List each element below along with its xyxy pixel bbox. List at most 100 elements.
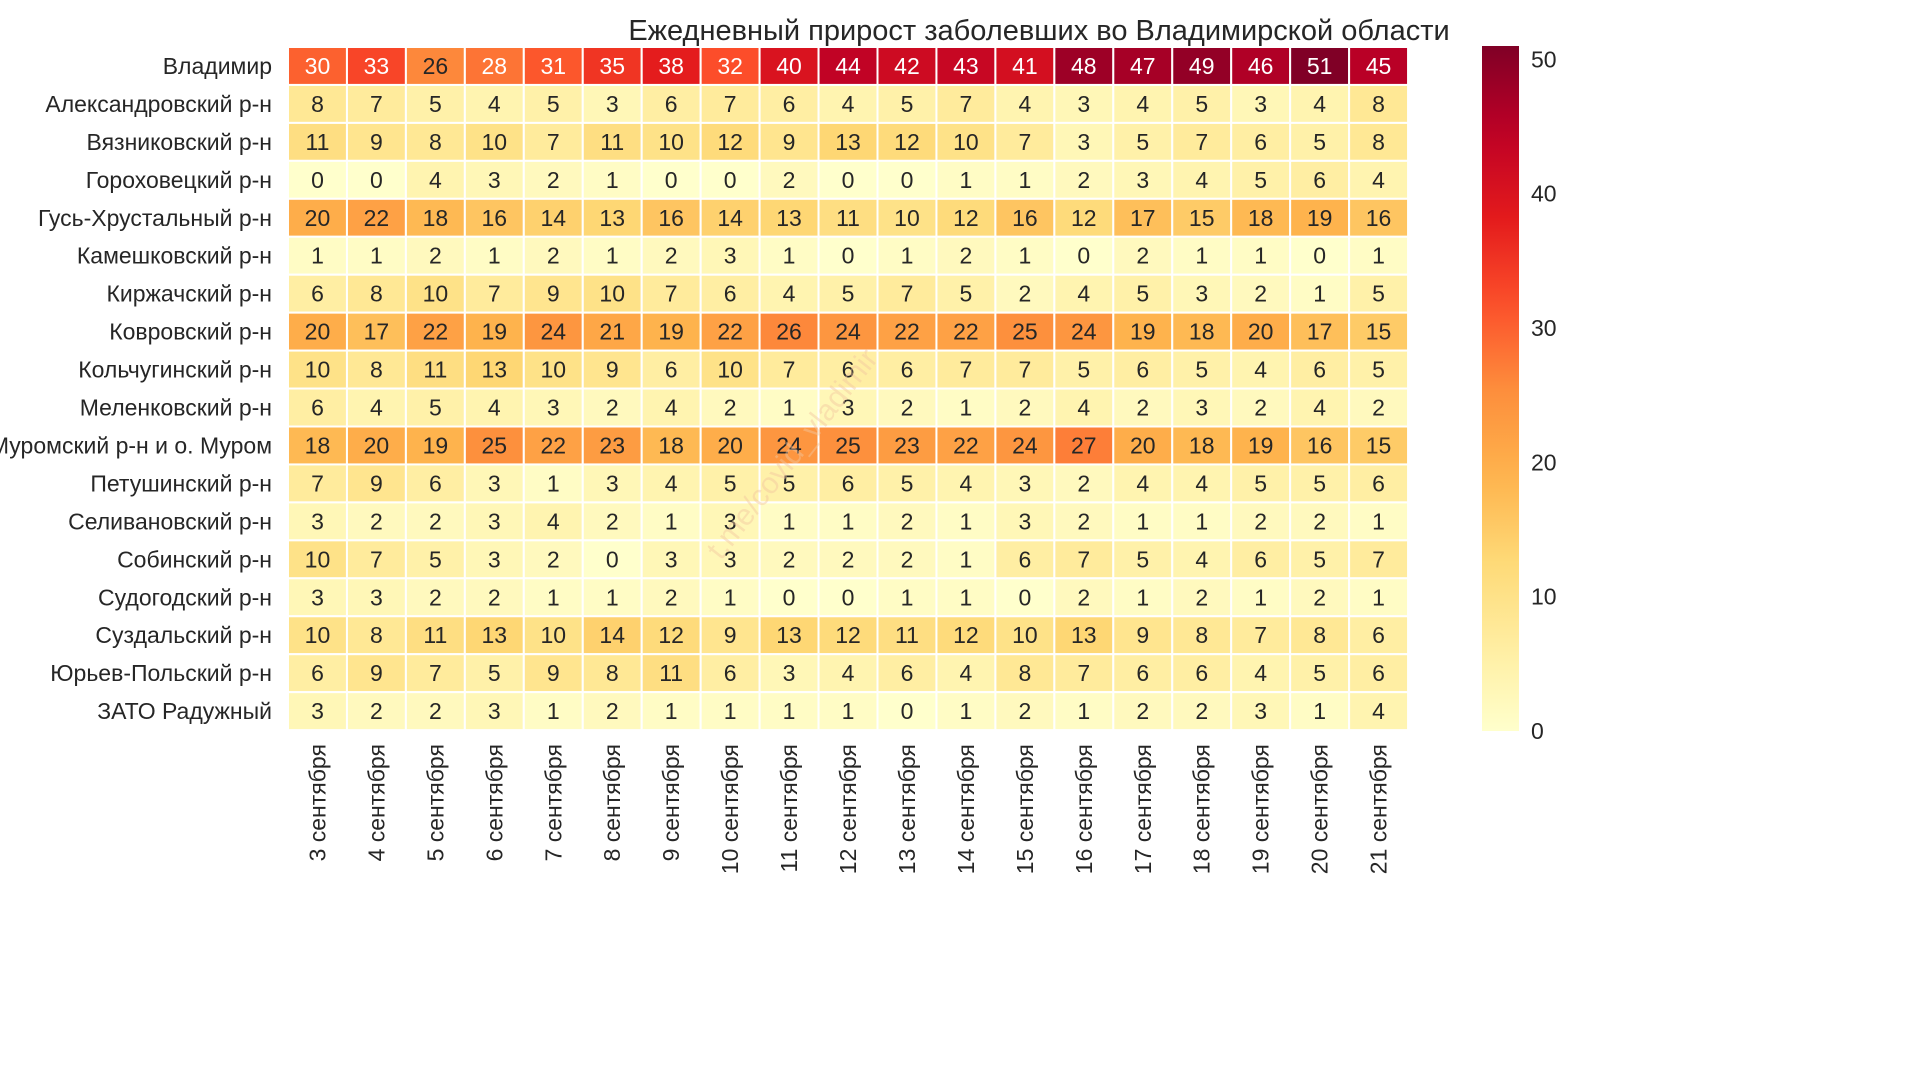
heatmap-cell	[522, 121, 584, 162]
cell-value: 6	[1136, 357, 1149, 383]
cell-value: 1	[783, 395, 796, 421]
cell-value: 3	[488, 698, 501, 724]
cell-value: 26	[423, 53, 449, 79]
cell-value: 6	[842, 470, 855, 496]
cell-value: 6	[901, 660, 914, 686]
heatmap-cell	[404, 463, 466, 504]
cell-value: 1	[1372, 243, 1385, 269]
cell-value: 5	[1195, 91, 1208, 117]
heatmap-cell	[1348, 615, 1410, 656]
cell-value: 5	[429, 91, 442, 117]
cell-value: 0	[370, 167, 383, 193]
column-label: 11 сентября	[776, 744, 802, 872]
cell-value: 2	[547, 546, 560, 572]
cell-value: 1	[842, 508, 855, 534]
heatmap-cell	[640, 273, 702, 314]
row-labels: Владимир Александровский р-н Вязниковский …	[0, 53, 272, 724]
cell-value: 3	[724, 546, 737, 572]
heatmap-cell	[935, 83, 997, 124]
cell-value: 5	[1136, 281, 1149, 307]
heatmap-cell	[699, 539, 761, 580]
cell-value: 1	[1254, 584, 1267, 610]
heatmap-cell	[345, 121, 407, 162]
cell-value: 5	[1313, 470, 1326, 496]
cell-value: 44	[835, 53, 861, 79]
heatmap-cell	[287, 577, 348, 618]
cell-value: 15	[1366, 432, 1392, 458]
cell-value: 2	[1195, 584, 1208, 610]
heatmap-cell	[1230, 691, 1292, 732]
heatmap-cell	[1289, 387, 1351, 428]
cell-value: 2	[1372, 395, 1385, 421]
cell-value: 24	[776, 432, 802, 458]
cell-value: 6	[1372, 470, 1385, 496]
cell-value: 2	[1136, 243, 1149, 269]
cell-value: 4	[1313, 395, 1326, 421]
heatmap-cell	[287, 691, 348, 732]
heatmap-cell	[640, 121, 702, 162]
heatmap-cell	[522, 501, 584, 542]
heatmap-cell	[935, 349, 997, 390]
cell-value: 13	[482, 622, 508, 648]
cell-value: 4	[1136, 470, 1149, 496]
cell-value: 7	[429, 660, 442, 686]
cell-value: 22	[540, 432, 566, 458]
heatmap-cell	[1112, 349, 1174, 390]
cell-value: 11	[895, 622, 919, 648]
cell-value: 3	[1077, 91, 1090, 117]
row-label: Меленковский р-н	[80, 395, 272, 421]
cell-value: 21	[599, 319, 625, 345]
cell-value: 4	[842, 660, 855, 686]
cell-value: 18	[305, 432, 331, 458]
cell-value: 1	[1195, 508, 1208, 534]
cell-value: 10	[305, 357, 331, 383]
cell-value: 22	[717, 319, 743, 345]
cell-value: 12	[835, 622, 861, 648]
cell-value: 3	[606, 91, 619, 117]
cell-value: 23	[894, 432, 920, 458]
heatmap-cell	[994, 349, 1056, 390]
cell-value: 1	[1018, 243, 1031, 269]
cell-value: 48	[1071, 53, 1097, 79]
heatmap-cell	[1230, 46, 1292, 86]
heatmap-cell	[1171, 691, 1233, 732]
heatmap-cell	[699, 691, 761, 732]
cell-value: 2	[1018, 395, 1031, 421]
cell-value: 23	[599, 432, 625, 458]
column-label: 9 сентября	[658, 744, 684, 861]
row-label: Киржачский р-н	[107, 281, 273, 307]
cell-value: 2	[606, 508, 619, 534]
cell-value: 4	[488, 395, 501, 421]
cell-value: 19	[1307, 205, 1333, 231]
cell-value: 2	[1195, 698, 1208, 724]
cell-value: 8	[606, 660, 619, 686]
heatmap-cell	[876, 235, 938, 276]
heatmap-cell	[345, 653, 407, 694]
cell-value: 5	[842, 281, 855, 307]
heatmap-cell	[935, 387, 997, 428]
cell-value: 33	[364, 53, 390, 79]
cell-value: 13	[776, 205, 802, 231]
heatmap-cell	[1348, 501, 1410, 542]
cell-value: 1	[960, 167, 973, 193]
heatmap-cell	[581, 463, 643, 504]
heatmap-cell	[1112, 121, 1174, 162]
column-label: 8 сентября	[599, 744, 625, 861]
cell-value: 13	[776, 622, 802, 648]
row-label: Камешковский р-н	[77, 243, 272, 269]
cell-value: 3	[488, 508, 501, 534]
cell-value: 10	[482, 129, 508, 155]
cell-value: 2	[724, 395, 737, 421]
cell-value: 7	[488, 281, 501, 307]
cell-value: 40	[776, 53, 802, 79]
heatmap-cell	[522, 539, 584, 580]
cell-value: 0	[311, 167, 324, 193]
cell-value: 20	[305, 205, 331, 231]
cell-value: 7	[1018, 129, 1031, 155]
heatmap-cell	[404, 425, 466, 466]
heatmap-cell	[287, 273, 348, 314]
cell-value: 9	[547, 281, 560, 307]
cell-value: 0	[606, 546, 619, 572]
cell-value: 0	[901, 167, 914, 193]
cell-value: 6	[901, 357, 914, 383]
